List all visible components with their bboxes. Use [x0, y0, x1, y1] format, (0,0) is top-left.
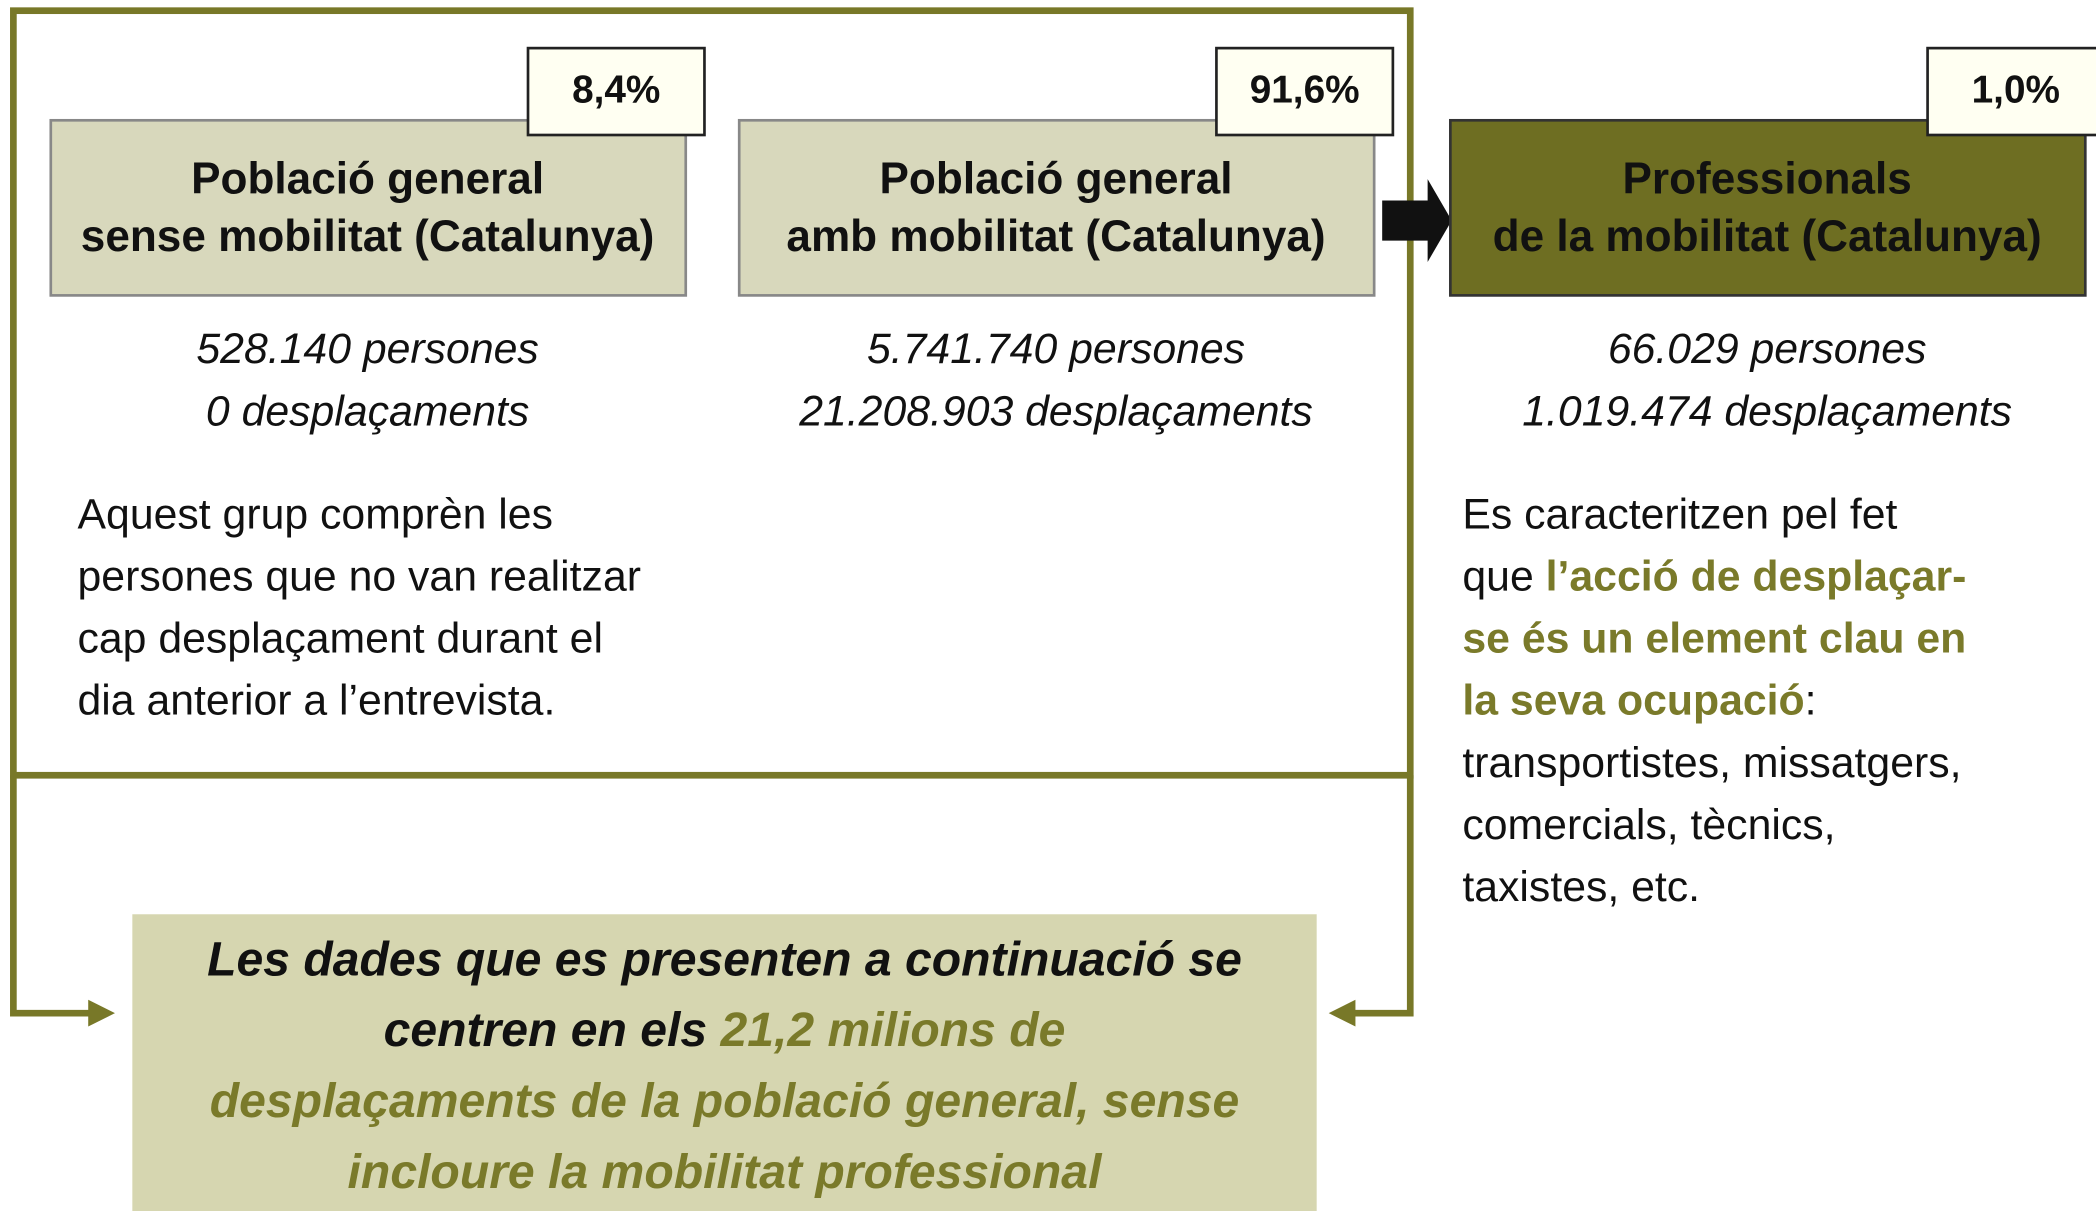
description-line: Es caracteritzen pel fet — [1462, 491, 1897, 539]
description-line: taxistes, etc. — [1462, 864, 1700, 912]
group-title: sense mobilitat (Catalunya) — [81, 212, 655, 261]
group-title: amb mobilitat (Catalunya) — [786, 212, 1325, 261]
conclusion-line: centren en els 21,2 milions de — [384, 1003, 1066, 1057]
description-line: dia anterior a l’entrevista. — [78, 677, 556, 725]
description-line: cap desplaçament durant el — [78, 615, 603, 663]
group-box — [737, 118, 1376, 297]
text-segment: incloure la mobilitat professional — [348, 1145, 1104, 1199]
description-line: comercials, tècnics, — [1462, 801, 1835, 849]
text-segment: que — [1462, 553, 1545, 601]
description-line: Aquest grup comprèn les — [78, 491, 553, 539]
arrowhead-right — [1328, 999, 1356, 1027]
text-segment: persones que no van realitzar — [78, 553, 641, 601]
percent-box — [1926, 46, 2096, 137]
frame — [10, 7, 1414, 1017]
text-segment: dia anterior a l’entrevista. — [78, 677, 556, 725]
text-segment: transportistes, missatgers, — [1462, 739, 1961, 787]
text-segment: la seva ocupació — [1462, 677, 1804, 725]
group-stat: 1.019.474 desplaçaments — [1522, 388, 2012, 436]
text-segment: comercials, tècnics, — [1462, 801, 1835, 849]
text-segment: se és un element clau en — [1462, 615, 1966, 663]
frame-box — [10, 7, 1414, 779]
text-segment: cap desplaçament durant el — [78, 615, 603, 663]
group-title: Població general — [191, 154, 544, 203]
text-segment: taxistes, etc. — [1462, 864, 1700, 912]
arrowhead-left — [88, 999, 115, 1027]
text-segment: desplaçaments de la població general, se… — [210, 1074, 1239, 1128]
arrow — [1382, 179, 1452, 262]
group-title: Població general — [880, 154, 1233, 203]
text-segment: Les dades que es presenten a continuació… — [207, 932, 1242, 986]
text-segment: l’acció de desplaçar- — [1546, 553, 1967, 601]
percent-box — [1215, 46, 1395, 137]
text-segment: 21,2 milions de — [720, 1003, 1066, 1057]
group-stat: 0 desplaçaments — [206, 388, 529, 436]
text-segment: : — [1805, 677, 1817, 725]
description-line: transportistes, missatgers, — [1462, 739, 1961, 787]
percent-box — [526, 46, 706, 137]
conclusion-line: desplaçaments de la població general, se… — [210, 1074, 1239, 1128]
right-connector — [1350, 775, 1414, 1017]
percent: 1,0% — [1972, 68, 2060, 111]
left-connector — [10, 775, 94, 1017]
description-line: se és un element clau en — [1462, 615, 1966, 663]
group-box — [49, 118, 688, 297]
group-title: Professionals — [1623, 154, 1912, 203]
text-segment: Aquest grup comprèn les — [78, 491, 553, 539]
group-title: de la mobilitat (Catalunya) — [1493, 212, 2042, 261]
group-stat: 66.029 persones — [1608, 325, 1927, 373]
conclusion-line: incloure la mobilitat professional — [348, 1145, 1104, 1199]
percent: 91,6% — [1250, 68, 1360, 111]
percent: 8,4% — [572, 68, 660, 111]
group-box — [1449, 118, 2087, 297]
group-stat: 21.208.903 desplaçaments — [798, 388, 1313, 436]
group-stat: 5.741.740 persones — [867, 325, 1245, 373]
description-line: persones que no van realitzar — [78, 553, 641, 601]
text-segment: Es caracteritzen pel fet — [1462, 491, 1897, 539]
description-line: la seva ocupació: — [1462, 677, 1816, 725]
conclusion-line: Les dades que es presenten a continuació… — [207, 932, 1242, 986]
conclusion-box — [132, 914, 1317, 1214]
group-stat: 528.140 persones — [196, 325, 538, 373]
description-line: que l’acció de desplaçar- — [1462, 553, 1966, 601]
text-segment: centren en els — [384, 1003, 721, 1057]
